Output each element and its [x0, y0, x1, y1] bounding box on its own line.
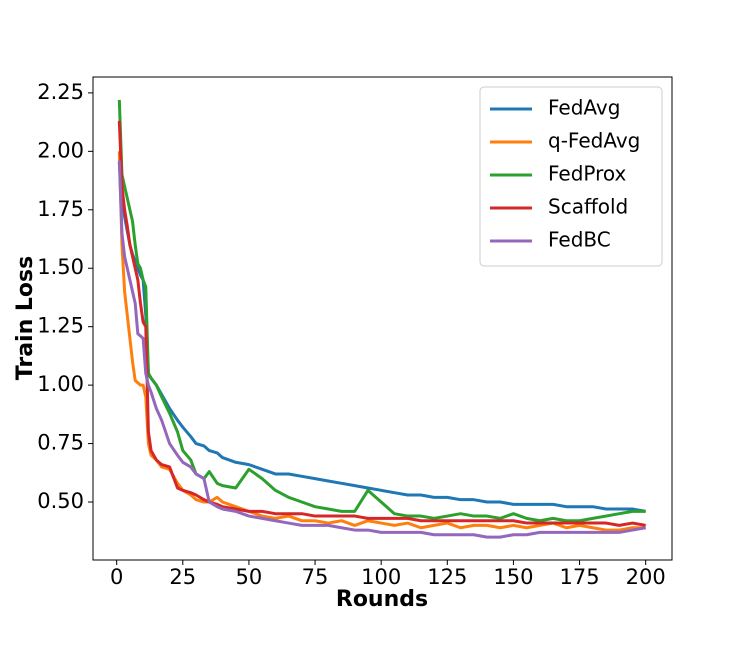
y-tick-label: 1.00: [37, 372, 84, 396]
y-tick-label: 1.25: [37, 314, 84, 338]
x-tick-label: 0: [110, 565, 123, 589]
y-tick-label: 2.00: [37, 138, 84, 162]
x-tick-label: 125: [427, 565, 467, 589]
x-tick-label: 50: [236, 565, 263, 589]
legend-label: q-FedAvg: [548, 129, 640, 153]
data-line: [117, 162, 646, 513]
y-tick-label: 0.50: [37, 489, 84, 513]
data-line: [117, 151, 646, 532]
y-tick-label: 1.75: [37, 197, 84, 221]
plot-frame: [92, 76, 673, 561]
x-tick-label: 200: [626, 565, 666, 589]
x-tick-label: 25: [169, 565, 196, 589]
data-line: [117, 99, 646, 523]
legend-label: FedBC: [548, 228, 611, 252]
y-tick-label: 0.75: [37, 431, 84, 455]
legend-label: Scaffold: [548, 195, 628, 219]
x-tick-label: 175: [560, 565, 600, 589]
x-tick-label: 75: [302, 565, 329, 589]
y-tick-label: 1.50: [37, 255, 84, 279]
legend-label: FedProx: [548, 162, 627, 186]
y-axis-label: Train Loss: [13, 256, 38, 380]
y-tick-label: 2.25: [37, 80, 84, 104]
legend-label: FedAvg: [548, 96, 620, 120]
data-line: [117, 160, 646, 539]
data-line: [117, 120, 646, 527]
legend-box: [479, 86, 663, 267]
x-axis-label: Rounds: [336, 587, 428, 612]
x-tick-label: 150: [493, 565, 533, 589]
x-tick-label: 100: [361, 565, 401, 589]
